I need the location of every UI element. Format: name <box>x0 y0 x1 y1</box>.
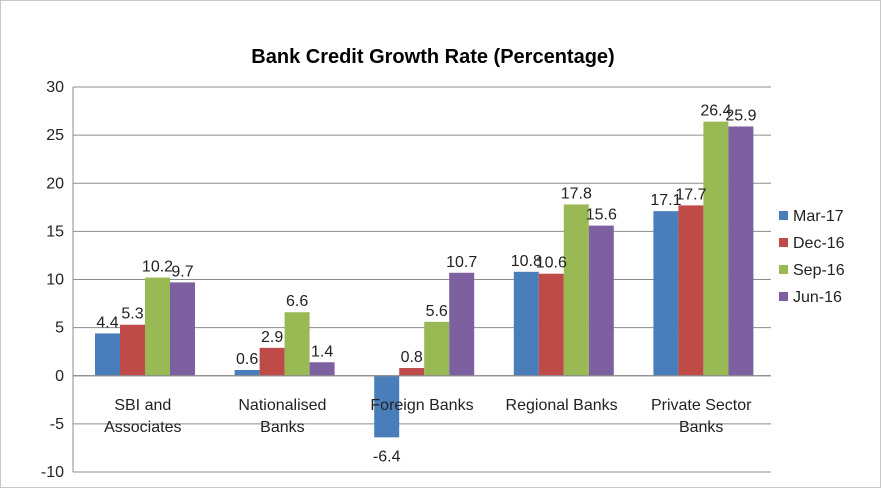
data-label: 10.7 <box>446 254 477 271</box>
bar-jun-16 <box>728 126 754 376</box>
data-label: 5.6 <box>426 303 448 320</box>
y-tick-label: -5 <box>50 416 64 433</box>
category-label: Nationalised <box>238 397 326 414</box>
data-label: 6.6 <box>286 293 308 310</box>
bar-sep-16 <box>284 312 310 376</box>
data-label: 26.4 <box>700 103 731 120</box>
legend-label: Mar-17 <box>793 208 844 225</box>
bar-dec-16 <box>120 324 145 376</box>
category-label: Private Sector <box>651 397 752 414</box>
category-label: Associates <box>104 419 181 436</box>
legend-label: Dec-16 <box>793 235 845 252</box>
legend-swatch-mar-17 <box>779 211 788 220</box>
data-label: 10.6 <box>536 255 567 272</box>
data-label: 0.8 <box>401 349 423 366</box>
legend-swatch-jun-16 <box>779 292 788 301</box>
data-label: 9.7 <box>171 263 193 280</box>
y-tick-label: 15 <box>46 223 64 240</box>
bar-mar-17 <box>513 271 539 376</box>
y-tick-label: -10 <box>41 464 64 481</box>
data-labels: 4.4 0.6 -6.4 10.8 17.1 5.3 2.9 0.8 10.6 17.7 10.2 6… <box>96 103 756 466</box>
y-tick-label: 5 <box>55 320 64 337</box>
category-label: Regional Banks <box>506 397 618 414</box>
y-tick-label: 0 <box>55 368 64 385</box>
data-label: 2.9 <box>261 329 283 346</box>
bar-dec-16 <box>399 368 425 376</box>
data-label: 5.3 <box>121 306 143 323</box>
y-tick-label: 10 <box>46 272 64 289</box>
bar-mar-17 <box>234 369 260 376</box>
data-label: -6.4 <box>373 448 401 465</box>
legend-swatch-sep-16 <box>779 265 788 274</box>
bar-jun-16 <box>588 225 614 376</box>
bar-jun-16 <box>170 282 195 376</box>
bar-dec-16 <box>259 347 285 376</box>
legend-swatch-dec-16 <box>779 238 788 247</box>
data-label: 15.6 <box>586 207 617 224</box>
bar-jun-16 <box>449 272 475 376</box>
category-label: Banks <box>679 419 723 436</box>
legend-label: Sep-16 <box>793 262 845 279</box>
category-label: Banks <box>260 419 304 436</box>
category-labels: SBI and Associates Nationalised Banks Foreig… <box>104 397 752 436</box>
data-label: 17.1 <box>650 192 681 209</box>
bar-mar-17 <box>95 333 120 376</box>
x-axis <box>72 87 771 472</box>
bar-mar-17 <box>374 375 400 438</box>
bar-sep-16 <box>563 204 589 376</box>
y-tick-label: 25 <box>46 127 64 144</box>
data-label: 10.2 <box>142 259 173 276</box>
bar-sep-16 <box>145 277 170 376</box>
bar-sep-16 <box>424 321 450 376</box>
data-label: 17.8 <box>561 185 592 202</box>
category-label: Foreign Banks <box>370 397 473 414</box>
y-axis-tick-labels: 30 25 20 15 10 5 0 -5 -10 <box>41 79 64 481</box>
bar-dec-16 <box>538 273 564 376</box>
bar-sep-16 <box>703 121 729 376</box>
data-label: 10.8 <box>511 253 542 270</box>
legend-label: Jun-16 <box>793 289 842 306</box>
y-tick-label: 20 <box>46 175 64 192</box>
y-tick-label: 30 <box>46 79 64 96</box>
data-label: 17.7 <box>675 186 706 203</box>
bar-dec-16 <box>678 205 704 376</box>
legend: Mar-17 Dec-16 Sep-16 Jun-16 <box>779 208 845 306</box>
chart-title: Bank Credit Growth Rate (Percentage) <box>251 46 614 68</box>
data-label: 0.6 <box>236 351 258 368</box>
bar-jun-16 <box>309 362 335 376</box>
data-label: 1.4 <box>311 343 333 360</box>
bars <box>95 121 754 438</box>
data-label: 25.9 <box>725 107 756 124</box>
data-label: 4.4 <box>96 314 118 331</box>
bar-mar-17 <box>653 211 679 376</box>
category-label: SBI and <box>114 397 171 414</box>
